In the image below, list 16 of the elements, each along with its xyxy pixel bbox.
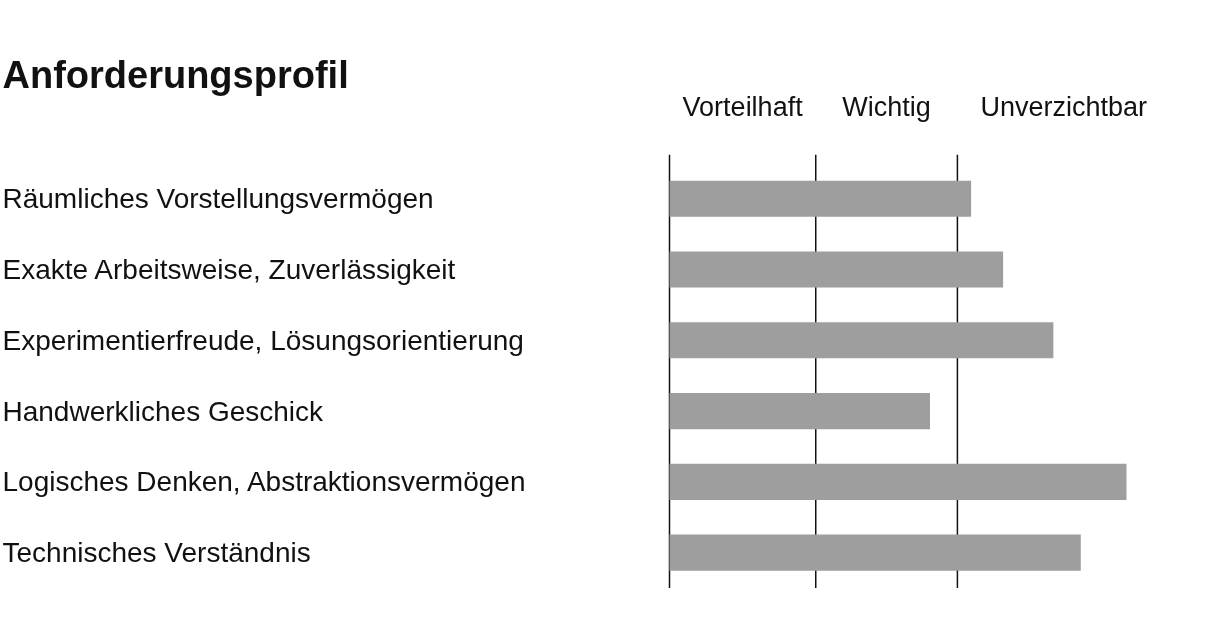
text: Wichtig: [842, 91, 931, 122]
y-tick-label: Logisches Denken, Abstraktionsvermögen: [2, 466, 526, 498]
text: Anforderungsprofil: [2, 53, 349, 96]
bar: [669, 322, 1054, 359]
bar: [669, 534, 1081, 571]
bar: [669, 251, 1004, 288]
bar: [669, 393, 930, 430]
bar: [669, 463, 1127, 500]
text: Vorteilhaft: [682, 91, 804, 122]
y-tick-label: Experimentierfreude, Lösungsorientierung: [2, 324, 524, 356]
text: Unverzichtbar: [980, 91, 1147, 122]
y-tick-label: Räumliches Vorstellungsvermögen: [2, 183, 434, 215]
bar: [669, 180, 972, 217]
y-tick-label: Handwerkliches Geschick: [2, 395, 325, 427]
y-tick-label: Technisches Verständnis: [2, 537, 311, 569]
y-tick-label: Exakte Arbeitsweise, Zuverlässigkeit: [2, 254, 456, 285]
